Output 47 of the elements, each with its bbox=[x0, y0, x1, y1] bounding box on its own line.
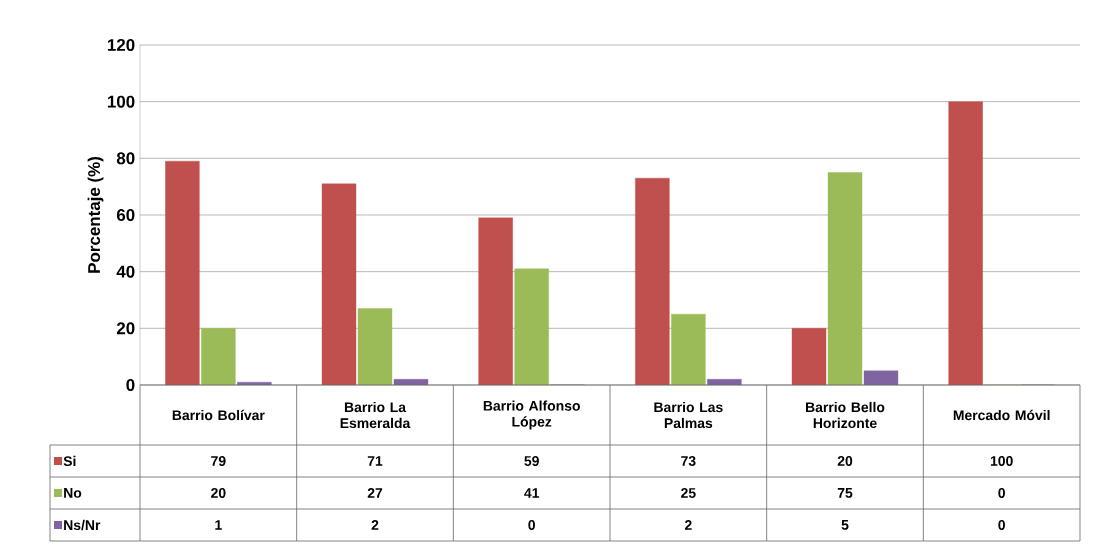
y-tick-label: 60 bbox=[116, 208, 135, 221]
x-tick-label: Barrio Bolívar bbox=[172, 409, 265, 421]
y-tick-label: 20 bbox=[116, 322, 135, 335]
data-label: 1 bbox=[215, 520, 222, 530]
data-label: 20 bbox=[837, 456, 853, 466]
bar bbox=[635, 177, 670, 385]
bar bbox=[165, 160, 200, 385]
bar bbox=[514, 268, 549, 385]
x-tick-label: Mercado Móvil bbox=[953, 409, 1050, 421]
data-label: 75 bbox=[837, 488, 853, 498]
data-label: 73 bbox=[681, 456, 696, 466]
data-label: 41 bbox=[524, 488, 540, 498]
data-label: 2 bbox=[371, 520, 379, 530]
data-label: 25 bbox=[681, 488, 696, 498]
bar bbox=[321, 183, 357, 385]
data-label: 0 bbox=[998, 520, 1005, 530]
x-tick-label: Barrio Las Palmas bbox=[654, 401, 723, 429]
bar bbox=[201, 328, 236, 385]
data-label: 0 bbox=[528, 520, 535, 530]
x-tick-label: Barrio Bello Horizonte bbox=[806, 401, 885, 429]
data-label: 0 bbox=[998, 488, 1005, 498]
y-axis-title: Porcentaje (%) bbox=[87, 157, 104, 273]
y-tick-label: 80 bbox=[116, 152, 135, 165]
bar bbox=[827, 172, 863, 385]
data-label: 100 bbox=[990, 456, 1013, 466]
data-label: 59 bbox=[524, 456, 539, 466]
data-label: 71 bbox=[367, 456, 383, 466]
bar bbox=[863, 370, 899, 385]
x-tick-label: Barrio La Esmeralda bbox=[340, 401, 411, 429]
y-tick-label: 0 bbox=[126, 378, 135, 391]
legend-label: Ns/Nr bbox=[64, 519, 101, 531]
legend-label: No bbox=[64, 488, 82, 498]
bar bbox=[791, 328, 827, 385]
y-tick-label: 100 bbox=[107, 95, 135, 108]
data-label: 5 bbox=[841, 520, 849, 530]
data-label: 2 bbox=[684, 520, 692, 530]
data-label: 20 bbox=[211, 488, 226, 498]
legend-label: Si bbox=[63, 455, 76, 467]
y-tick-label: 40 bbox=[116, 265, 135, 278]
data-label: 27 bbox=[367, 488, 383, 498]
data-label: 79 bbox=[211, 456, 226, 466]
y-tick-label: 120 bbox=[107, 38, 135, 51]
bar bbox=[478, 217, 513, 385]
bar bbox=[948, 101, 983, 385]
x-tick-label: Barrio Alfonso López bbox=[483, 400, 580, 430]
bar bbox=[357, 308, 393, 385]
bar bbox=[671, 313, 706, 385]
